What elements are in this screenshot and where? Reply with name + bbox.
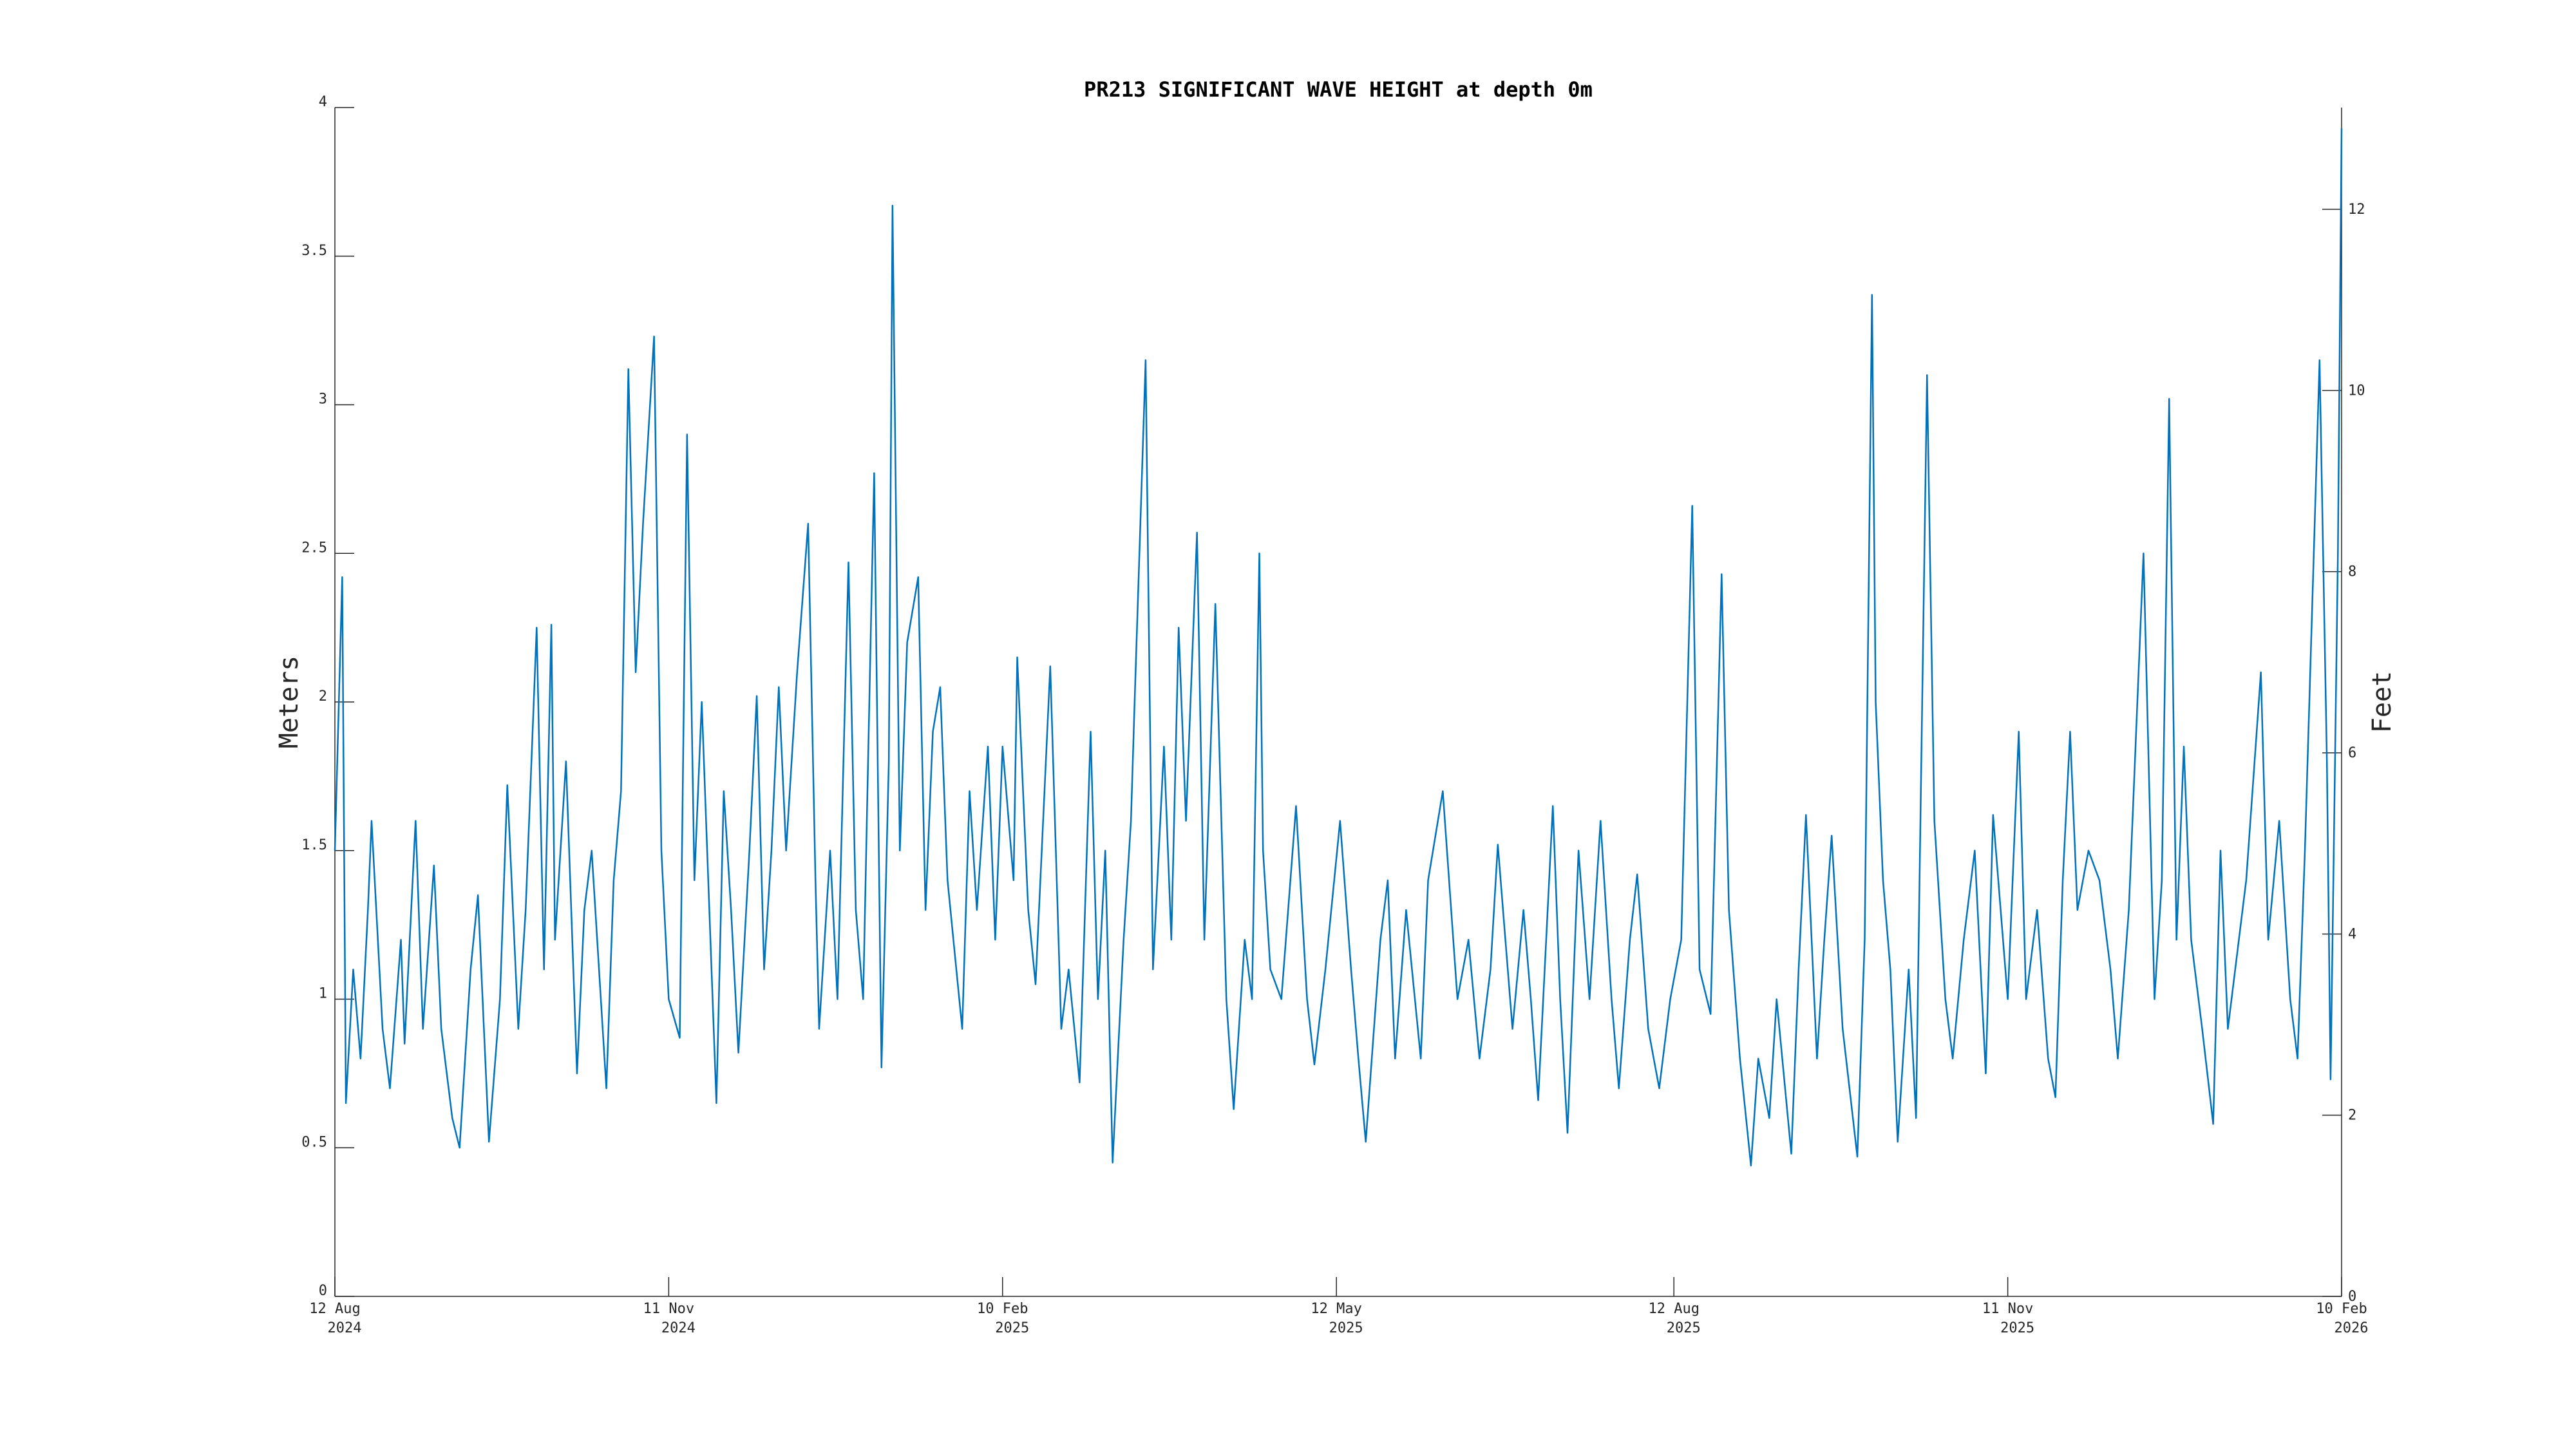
x-tick-label: 10 Feb xyxy=(977,1301,1028,1317)
chart-title: PR213 SIGNIFICANT WAVE HEIGHT at depth 0… xyxy=(1084,77,1593,102)
y-tick-label: 1.5 xyxy=(301,837,327,853)
y-tick-label: 2.5 xyxy=(301,540,327,556)
x-tick-label: 11 Nov xyxy=(643,1301,694,1317)
y2-tick-label: 4 xyxy=(2348,926,2356,942)
y2-tick-label: 8 xyxy=(2348,564,2356,580)
y-tick-label: 1 xyxy=(319,986,327,1002)
x-tick-label: 11 Nov xyxy=(1982,1301,2033,1317)
x-tick-label: 2025 xyxy=(2000,1320,2034,1336)
x-tick-label: 2026 xyxy=(2334,1320,2369,1336)
y-tick-label: 0 xyxy=(319,1283,327,1299)
y2-tick-label: 12 xyxy=(2348,202,2365,218)
y-tick-label: 2 xyxy=(319,688,327,705)
y-tick-label: 0.5 xyxy=(301,1134,327,1150)
y-axis-label: Meters xyxy=(274,656,304,749)
x-tick-label: 12 May xyxy=(1311,1301,1361,1317)
x-tick-label: 2024 xyxy=(328,1320,362,1336)
x-tick-label: 2025 xyxy=(1329,1320,1363,1336)
x-tick-label: 12 Aug xyxy=(1648,1301,1699,1317)
y-tick-label: 4 xyxy=(319,94,327,110)
x-tick-label: 2024 xyxy=(661,1320,696,1336)
x-tick-label: 12 Aug xyxy=(309,1301,360,1317)
x-tick-label: 10 Feb xyxy=(2316,1301,2367,1317)
x-tick-label: 2025 xyxy=(995,1320,1029,1336)
x-tick-label: 2025 xyxy=(1667,1320,1701,1336)
y2-axis-label: Feet xyxy=(2367,671,2397,733)
y2-tick-label: 10 xyxy=(2348,383,2365,399)
y2-tick-label: 0 xyxy=(2348,1289,2356,1305)
data-line xyxy=(334,128,2343,1167)
y-tick-label: 3 xyxy=(319,392,327,408)
y2-tick-label: 2 xyxy=(2348,1108,2356,1124)
y2-tick-label: 6 xyxy=(2348,745,2356,761)
y-tick-label: 3.5 xyxy=(301,243,327,259)
